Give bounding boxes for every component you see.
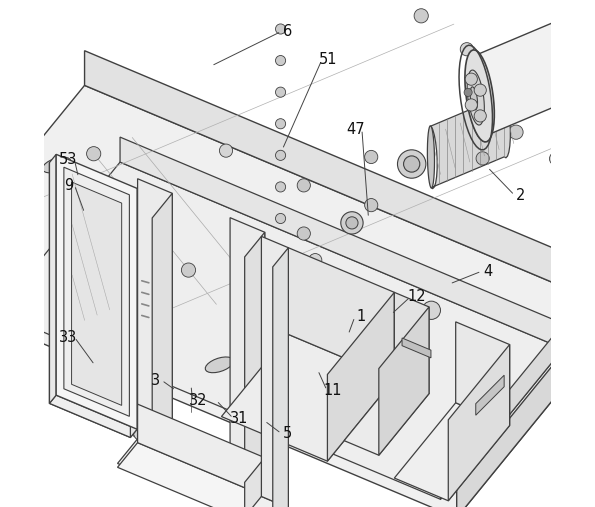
Text: 47: 47 xyxy=(346,122,365,137)
Circle shape xyxy=(476,102,489,115)
Circle shape xyxy=(557,244,575,263)
Polygon shape xyxy=(379,307,429,455)
Text: 33: 33 xyxy=(60,330,77,345)
Text: 9: 9 xyxy=(64,177,73,193)
Polygon shape xyxy=(246,496,289,507)
Polygon shape xyxy=(466,1,595,138)
Text: 12: 12 xyxy=(408,289,426,304)
Polygon shape xyxy=(427,126,434,188)
Text: 3: 3 xyxy=(151,373,160,388)
Circle shape xyxy=(309,254,322,267)
Polygon shape xyxy=(470,87,478,110)
Polygon shape xyxy=(0,85,595,507)
Polygon shape xyxy=(49,395,137,438)
Circle shape xyxy=(268,366,286,384)
Text: 53: 53 xyxy=(59,152,77,167)
Text: 32: 32 xyxy=(189,393,208,408)
Circle shape xyxy=(275,24,286,34)
Polygon shape xyxy=(137,404,265,496)
Polygon shape xyxy=(42,157,71,173)
Circle shape xyxy=(133,423,152,441)
Circle shape xyxy=(346,217,358,229)
Circle shape xyxy=(365,151,378,164)
Circle shape xyxy=(87,147,101,161)
Polygon shape xyxy=(457,278,595,507)
Text: 2: 2 xyxy=(516,188,525,203)
Circle shape xyxy=(297,227,311,240)
Polygon shape xyxy=(402,338,431,358)
Polygon shape xyxy=(273,248,289,507)
Circle shape xyxy=(465,73,477,85)
Polygon shape xyxy=(120,137,563,349)
Circle shape xyxy=(181,263,196,277)
Polygon shape xyxy=(467,70,484,125)
Polygon shape xyxy=(221,335,394,461)
Polygon shape xyxy=(0,162,563,499)
Polygon shape xyxy=(49,154,56,404)
Text: 4: 4 xyxy=(483,264,492,279)
Circle shape xyxy=(476,152,489,165)
Circle shape xyxy=(275,213,286,224)
Polygon shape xyxy=(71,182,121,406)
Polygon shape xyxy=(64,167,129,416)
Circle shape xyxy=(397,150,426,178)
Polygon shape xyxy=(56,154,137,429)
Circle shape xyxy=(549,152,563,165)
Polygon shape xyxy=(130,189,137,438)
Polygon shape xyxy=(448,345,510,501)
Polygon shape xyxy=(584,1,595,92)
Circle shape xyxy=(464,88,472,96)
Polygon shape xyxy=(394,403,510,501)
Circle shape xyxy=(275,87,286,97)
Circle shape xyxy=(68,355,81,368)
Circle shape xyxy=(474,110,486,122)
Circle shape xyxy=(365,199,378,212)
Circle shape xyxy=(414,9,428,23)
Polygon shape xyxy=(137,179,173,453)
Circle shape xyxy=(461,43,474,56)
Circle shape xyxy=(220,144,233,157)
Circle shape xyxy=(275,182,286,192)
Text: 11: 11 xyxy=(324,383,342,398)
Polygon shape xyxy=(49,163,130,438)
Polygon shape xyxy=(205,357,234,373)
Text: 5: 5 xyxy=(283,426,292,441)
Polygon shape xyxy=(84,51,595,312)
Polygon shape xyxy=(230,218,265,492)
Polygon shape xyxy=(456,322,510,425)
Polygon shape xyxy=(440,323,563,499)
Polygon shape xyxy=(465,50,494,142)
Polygon shape xyxy=(261,236,289,507)
Text: 31: 31 xyxy=(230,411,248,426)
Polygon shape xyxy=(344,379,429,455)
Polygon shape xyxy=(394,293,429,393)
Circle shape xyxy=(275,119,286,129)
Circle shape xyxy=(465,99,477,111)
Circle shape xyxy=(275,55,286,65)
Circle shape xyxy=(275,150,286,160)
Circle shape xyxy=(474,84,486,96)
Text: 51: 51 xyxy=(319,52,337,67)
Circle shape xyxy=(422,301,440,319)
Circle shape xyxy=(341,212,363,234)
Polygon shape xyxy=(245,458,265,507)
Polygon shape xyxy=(476,375,504,415)
Text: 6: 6 xyxy=(283,24,292,39)
Polygon shape xyxy=(245,232,265,507)
Polygon shape xyxy=(118,443,265,507)
Polygon shape xyxy=(118,393,147,409)
Polygon shape xyxy=(289,248,394,379)
Polygon shape xyxy=(431,95,511,189)
Circle shape xyxy=(509,125,523,139)
Polygon shape xyxy=(210,478,265,507)
Text: 1: 1 xyxy=(356,309,365,324)
Polygon shape xyxy=(327,293,394,461)
Polygon shape xyxy=(118,439,173,478)
Polygon shape xyxy=(152,193,173,478)
Circle shape xyxy=(297,179,311,192)
Circle shape xyxy=(403,156,420,172)
